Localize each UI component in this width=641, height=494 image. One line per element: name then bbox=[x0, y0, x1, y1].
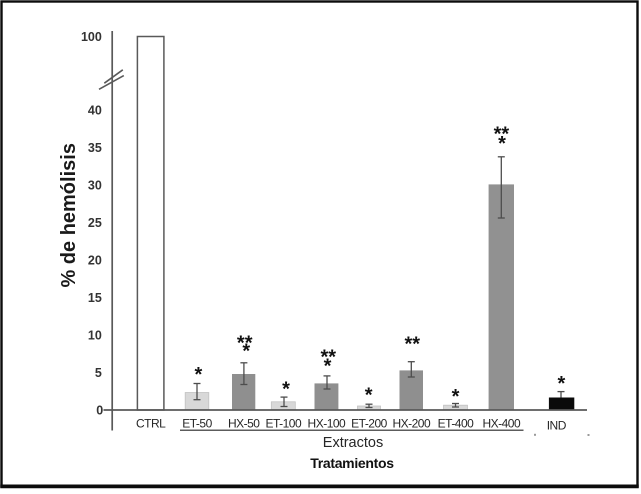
svg-text:*: * bbox=[324, 355, 332, 377]
svg-text:ET-50: ET-50 bbox=[182, 417, 212, 431]
svg-text:25: 25 bbox=[88, 216, 102, 230]
svg-text:100: 100 bbox=[81, 30, 102, 44]
svg-text:% de hemólisis: % de hemólisis bbox=[58, 143, 80, 288]
svg-text:Tratamientos: Tratamientos bbox=[310, 455, 394, 471]
svg-text:**: ** bbox=[237, 333, 253, 355]
svg-text:*: * bbox=[242, 341, 250, 363]
svg-text:**: ** bbox=[321, 347, 337, 369]
svg-text:ET-200: ET-200 bbox=[351, 417, 388, 431]
svg-text:5: 5 bbox=[95, 366, 102, 380]
svg-text:15: 15 bbox=[88, 291, 102, 305]
svg-text:HX-200: HX-200 bbox=[392, 417, 431, 431]
svg-text:40: 40 bbox=[88, 103, 102, 117]
svg-text:IND: IND bbox=[547, 419, 567, 433]
svg-text:10: 10 bbox=[88, 328, 102, 342]
svg-text:Extractos: Extractos bbox=[323, 435, 383, 451]
svg-text:35: 35 bbox=[88, 141, 102, 155]
svg-text:*: * bbox=[452, 386, 460, 408]
svg-text:*: * bbox=[195, 364, 203, 386]
svg-text:*: * bbox=[558, 373, 566, 395]
svg-text:0: 0 bbox=[96, 403, 103, 417]
svg-text:20: 20 bbox=[88, 253, 102, 267]
svg-text:CTRL: CTRL bbox=[136, 417, 166, 431]
svg-text:ET-100: ET-100 bbox=[265, 417, 302, 431]
svg-text:*: * bbox=[282, 379, 290, 401]
svg-text:HX-400: HX-400 bbox=[482, 417, 521, 431]
svg-text:*: * bbox=[365, 384, 373, 406]
svg-text:HX-100: HX-100 bbox=[308, 417, 347, 431]
svg-text:30: 30 bbox=[88, 178, 102, 192]
svg-text:*: * bbox=[498, 133, 506, 155]
svg-text:**: ** bbox=[405, 333, 421, 355]
svg-text:**: ** bbox=[494, 123, 510, 145]
svg-text:HX-50: HX-50 bbox=[228, 417, 260, 431]
svg-text:ET-400: ET-400 bbox=[438, 417, 475, 431]
